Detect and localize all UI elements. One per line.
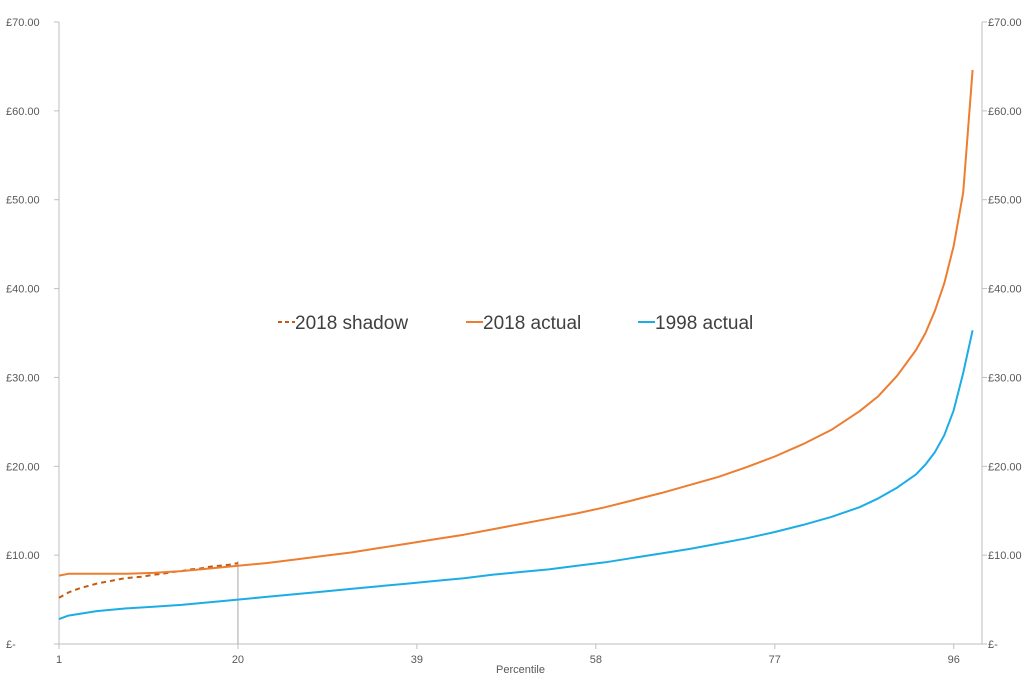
y-tick-label-right: £20.00: [988, 461, 1022, 473]
legend-label-0: 2018 shadow: [295, 313, 408, 334]
y-tick-label-left: £30.00: [6, 372, 40, 384]
y-tick-label-left: £-: [6, 639, 16, 651]
y-tick-label-right: £-: [988, 639, 998, 651]
x-axis-label: Percentile: [496, 664, 545, 674]
y-tick-label-right: £10.00: [988, 550, 1022, 562]
series-line-2: [58, 330, 974, 621]
axes-group: £- £10.00 £20.00 £30.00 £40.00 £50.00 £60.00 £7…: [6, 17, 1022, 666]
y-tick-label-left: £50.00: [6, 195, 40, 207]
legend: 2018 shadow 2018 actual 1998 actual: [278, 313, 753, 334]
x-tick-label: 96: [948, 654, 960, 666]
y-tick-label-right: £50.00: [988, 195, 1022, 207]
x-tick-label: 39: [411, 654, 423, 666]
x-tick-label: 77: [769, 654, 781, 666]
x-tick-label: 1: [56, 654, 62, 666]
y-tick-label-left: £40.00: [6, 284, 40, 296]
series-line-0: [58, 562, 239, 599]
series-group: [58, 69, 974, 621]
y-tick-label-left: £60.00: [6, 106, 40, 118]
legend-label-2: 1998 actual: [655, 313, 753, 334]
y-tick-label-right: £40.00: [988, 284, 1022, 296]
x-tick-label: 20: [232, 654, 244, 666]
series-line-1: [58, 69, 974, 577]
legend-label-1: 2018 actual: [483, 313, 581, 334]
y-tick-label-left: £70.00: [6, 17, 40, 29]
y-tick-label-right: £30.00: [988, 372, 1022, 384]
y-tick-label-left: £20.00: [6, 461, 40, 473]
y-tick-label-right: £60.00: [988, 106, 1022, 118]
y-tick-label-right: £70.00: [988, 17, 1022, 29]
x-tick-label: 58: [590, 654, 602, 666]
y-tick-label-left: £10.00: [6, 550, 40, 562]
